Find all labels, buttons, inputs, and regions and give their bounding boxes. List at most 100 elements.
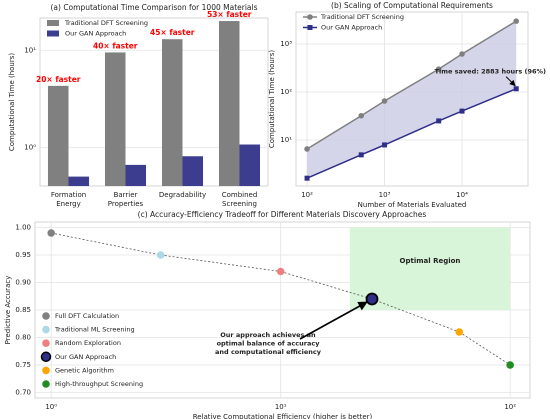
marker: [382, 142, 388, 148]
label-line: Screening: [222, 200, 257, 208]
bar: [104, 52, 126, 186]
bar: [218, 21, 240, 186]
legend-label: Full DFT Calculation: [55, 312, 119, 320]
label-line: Barrier: [114, 191, 138, 199]
y-tick-label: 10¹: [280, 136, 292, 144]
chart-title: (a) Computational Time Comparison for 10…: [50, 3, 257, 12]
legend-label: Traditional ML Screening: [54, 326, 135, 334]
legend-marker: [42, 380, 50, 388]
legend-label: Random Exploration: [55, 339, 121, 347]
connector: [51, 232, 161, 256]
legend-label: Traditional DFT Screening: [64, 19, 148, 27]
region-label: Optimal Region: [400, 257, 461, 265]
annotation: Our approach achieves an: [220, 331, 316, 339]
legend-label: Traditional DFT Screening: [320, 13, 404, 21]
legend-marker: [42, 325, 50, 334]
annotation-arrow: [299, 301, 368, 340]
legend-label: Genetic Algorithm: [55, 366, 114, 374]
y-tick-label: 0.70: [15, 389, 31, 397]
series-line: [306, 20, 517, 150]
marker: [358, 152, 364, 158]
bar: [161, 39, 183, 187]
y-tick-label: 0.90: [15, 279, 31, 287]
annotation-arrow: [505, 76, 516, 87]
y-tick-label: 0.80: [15, 334, 31, 342]
point: [365, 292, 379, 306]
x-axis-label: Relative Computational Efficiency (highe…: [193, 413, 373, 419]
legend-label: Our GAN Approach: [65, 30, 126, 38]
y-tick-label: 10⁰: [24, 143, 36, 151]
marker: [358, 112, 365, 119]
annotation: optimal balance of accuracy: [217, 340, 321, 348]
bar: [47, 85, 69, 186]
bar: [239, 144, 261, 186]
legend-label: Our GAN Approach: [321, 24, 382, 32]
y-axis-label: Computational Time (hours): [8, 53, 16, 152]
marker: [436, 118, 442, 124]
fill-between: [307, 21, 517, 179]
marker: [513, 86, 519, 92]
x-tick-label: 10²: [504, 403, 516, 411]
legend-swatch: [47, 30, 59, 37]
chart-title: (c) Accuracy-Efficiency Tradeoff for Dif…: [138, 210, 427, 219]
y-axis-label: Computational Time (hours): [268, 50, 276, 149]
point: [47, 229, 55, 237]
marker: [459, 51, 465, 57]
y-tick-label: 10³: [280, 40, 292, 48]
legend-marker: [42, 339, 50, 348]
label-line: Combined: [222, 191, 258, 199]
bar-annotation: 20× faster: [36, 75, 81, 84]
x-tick-label: 10³: [379, 191, 391, 199]
x-axis-label: Number of Materials Evaluated: [358, 201, 467, 209]
label-line: Formation: [51, 191, 86, 199]
y-tick-label: 0.85: [15, 306, 31, 314]
marker: [513, 18, 519, 24]
annotation: and computational efficiency: [215, 348, 322, 356]
bar: [182, 156, 204, 186]
marker: [381, 98, 388, 104]
legend-marker: [307, 14, 313, 20]
marker: [304, 175, 310, 181]
x-tick-label: 10²: [301, 191, 313, 199]
bar: [125, 164, 147, 186]
bar: [68, 176, 90, 186]
legend-swatch: [47, 20, 59, 26]
legend-marker: [40, 351, 52, 363]
series-line: [306, 88, 517, 179]
legend-marker: [307, 25, 313, 30]
chart-title: (b) Scaling of Computational Requirement…: [331, 1, 493, 10]
x-tick-label: 10⁰: [45, 403, 57, 411]
x-tick-label: Combined Screening: [222, 191, 258, 208]
x-tick-label: Degradability: [159, 191, 206, 199]
y-tick-label: 10¹: [24, 46, 36, 54]
marker: [459, 108, 465, 114]
point: [276, 267, 285, 276]
point: [506, 361, 514, 369]
legend-label: High-throughput Screening: [55, 380, 143, 388]
marker: [435, 66, 442, 72]
bar-annotation: 40× faster: [93, 41, 138, 50]
x-tick-label: 10⁴: [456, 191, 468, 199]
point: [156, 251, 165, 259]
bar-annotation: 53× faster: [207, 10, 252, 19]
legend-marker: [42, 312, 50, 320]
x-tick-label: 10¹: [275, 403, 287, 411]
point: [455, 328, 464, 336]
annotation: Time saved: 2883 hours (96%): [435, 68, 546, 76]
connector: [371, 298, 460, 333]
connector: [160, 254, 281, 272]
legend-marker: [42, 366, 50, 375]
y-tick-label: 1.00: [15, 224, 31, 232]
x-tick-label: Barrier Properties: [108, 191, 144, 208]
legend-label: Our GAN Approach: [55, 353, 116, 361]
y-tick-label: 0.75: [15, 361, 31, 369]
marker: [304, 146, 310, 152]
bar-annotation: 45× faster: [150, 28, 195, 37]
y-tick-label: 0.95: [15, 251, 31, 259]
label-line: Energy: [56, 200, 81, 208]
label-line: Properties: [108, 200, 144, 208]
y-tick-label: 10²: [280, 88, 292, 96]
x-tick-label: Formation Energy: [51, 191, 86, 208]
